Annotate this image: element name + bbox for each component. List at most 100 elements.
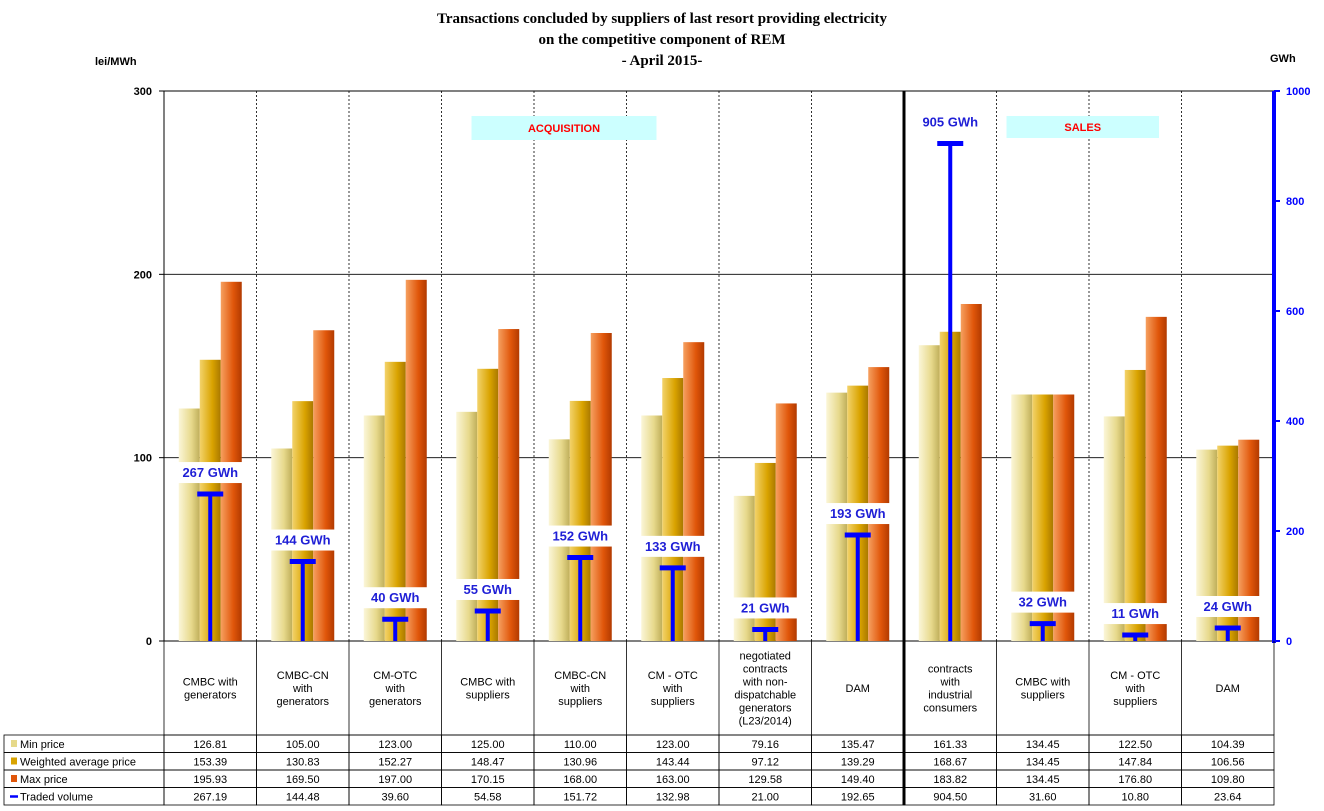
volume-label: 21 GWh <box>741 600 789 615</box>
acquisition-label: ACQUISITION <box>528 123 600 135</box>
volume-label: 11 GWh <box>1111 606 1159 621</box>
table-cell-value: 122.50 <box>1118 739 1152 751</box>
category-label: DAM <box>1216 683 1240 695</box>
bar-min <box>456 411 478 641</box>
table-cell-value: 152.27 <box>378 757 412 769</box>
volume-label-bg <box>636 535 709 557</box>
table-cell-value: 129.58 <box>748 774 782 786</box>
category-label: suppliers <box>558 696 603 708</box>
category-label: with <box>1124 683 1145 695</box>
volume-label-bg <box>821 503 894 525</box>
category-label: (L23/2014) <box>739 716 792 728</box>
category-label: CMBC-CN <box>277 670 329 682</box>
table-cell-value: 267.19 <box>193 792 227 804</box>
category-label: CM - OTC <box>648 670 698 682</box>
table-cell-value: 23.64 <box>1214 792 1242 804</box>
row-label: Traded volume <box>20 792 93 804</box>
y2-tick-label: 200 <box>1286 526 1304 538</box>
volume-label: 55 GWh <box>464 582 512 597</box>
sales-label: SALES <box>1064 122 1101 134</box>
volume-label-bg <box>359 587 432 609</box>
category-label: with <box>939 677 960 689</box>
table-cell-value: 139.29 <box>841 757 875 769</box>
legend-swatch <box>11 757 17 765</box>
category-label: CMBC-CN <box>554 670 606 682</box>
bar-min <box>363 415 385 641</box>
category-label: contracts <box>928 664 973 676</box>
table-cell-value: 97.12 <box>751 757 779 769</box>
table-cell-value: 147.84 <box>1118 757 1152 769</box>
table-cell-value: 134.45 <box>1026 757 1060 769</box>
table-cell-value: 10.80 <box>1121 792 1149 804</box>
table-cell-value: 134.45 <box>1026 739 1060 751</box>
table-cell-value: 153.39 <box>193 757 227 769</box>
row-label: Min price <box>20 739 65 751</box>
bar-min <box>641 415 663 641</box>
category-label: with <box>569 683 590 695</box>
volume-label-bg <box>1191 595 1264 617</box>
table-cell-value: 161.33 <box>933 739 967 751</box>
table-cell-value: 132.98 <box>656 792 690 804</box>
volume-label: 133 GWh <box>645 539 701 554</box>
volume-label-bg <box>729 597 802 619</box>
volume-label-bg <box>544 525 617 547</box>
table-cell-value: 143.44 <box>656 757 690 769</box>
volume-label: 32 GWh <box>1019 595 1067 610</box>
category-label: CMBC with <box>1015 677 1070 689</box>
table-cell-value: 168.00 <box>563 774 597 786</box>
category-label: generators <box>184 690 237 702</box>
table-cell-value: 135.47 <box>841 739 875 751</box>
left-axis-unit: lei/MWh <box>95 56 137 68</box>
table-cell-value: 151.72 <box>563 792 597 804</box>
bar-max <box>1238 439 1260 641</box>
category-label: negotiated <box>740 651 791 663</box>
volume-label-bg <box>174 462 247 484</box>
category-label: CMBC with <box>460 677 515 689</box>
category-label: suppliers <box>1021 690 1066 702</box>
bar-max <box>498 329 520 641</box>
bar-max <box>1145 316 1167 641</box>
volume-label: 40 GWh <box>371 590 419 605</box>
title-line-2: on the competitive component of REM <box>538 32 785 48</box>
bar-avg <box>292 401 314 641</box>
bar-max <box>313 330 335 641</box>
category-label: generators <box>276 696 329 708</box>
bar-max <box>1053 394 1075 641</box>
bar-max <box>775 403 797 641</box>
volume-label-bg <box>451 578 524 600</box>
y-tick-label: 300 <box>134 86 152 98</box>
legend-swatch <box>11 740 17 747</box>
table-cell-value: 110.00 <box>564 739 597 751</box>
category-label: with <box>384 683 405 695</box>
bar-avg <box>384 361 406 641</box>
category-label: CMBC with <box>183 677 238 689</box>
bar-avg <box>477 368 499 641</box>
volume-label-bg <box>1099 603 1172 625</box>
data-table: CMBC withgeneratorsCMBC-CNwithgenerators… <box>3 641 1275 806</box>
table-cell-value: 130.83 <box>286 757 320 769</box>
y-tick-label: 0 <box>146 636 152 648</box>
right-axis-unit: GWh <box>1270 53 1296 65</box>
bar-min <box>178 408 200 641</box>
category-label: generators <box>369 696 422 708</box>
volume-label: 144 GWh <box>275 533 331 548</box>
table-cell-value: 144.48 <box>286 792 320 804</box>
table-cell-value: 39.60 <box>381 792 409 804</box>
table-cell-value: 104.39 <box>1211 739 1245 751</box>
bar-max <box>220 281 242 641</box>
y2-tick-label: 600 <box>1286 306 1304 318</box>
volume-label: 152 GWh <box>552 529 608 544</box>
table-cell-value: 183.82 <box>933 774 967 786</box>
legend-swatch <box>11 775 17 782</box>
y2-tick-label: 400 <box>1286 416 1304 428</box>
bar-max <box>405 279 427 641</box>
table-cell-value: 149.40 <box>841 774 875 786</box>
category-label: DAM <box>846 683 870 695</box>
bar-avg <box>1217 445 1239 641</box>
table-cell-value: 31.60 <box>1029 792 1057 804</box>
volume-label: 267 GWh <box>182 465 238 480</box>
y2-tick-label: 1000 <box>1286 86 1310 98</box>
bar-avg <box>1032 394 1054 641</box>
y-tick-label: 200 <box>134 269 152 281</box>
